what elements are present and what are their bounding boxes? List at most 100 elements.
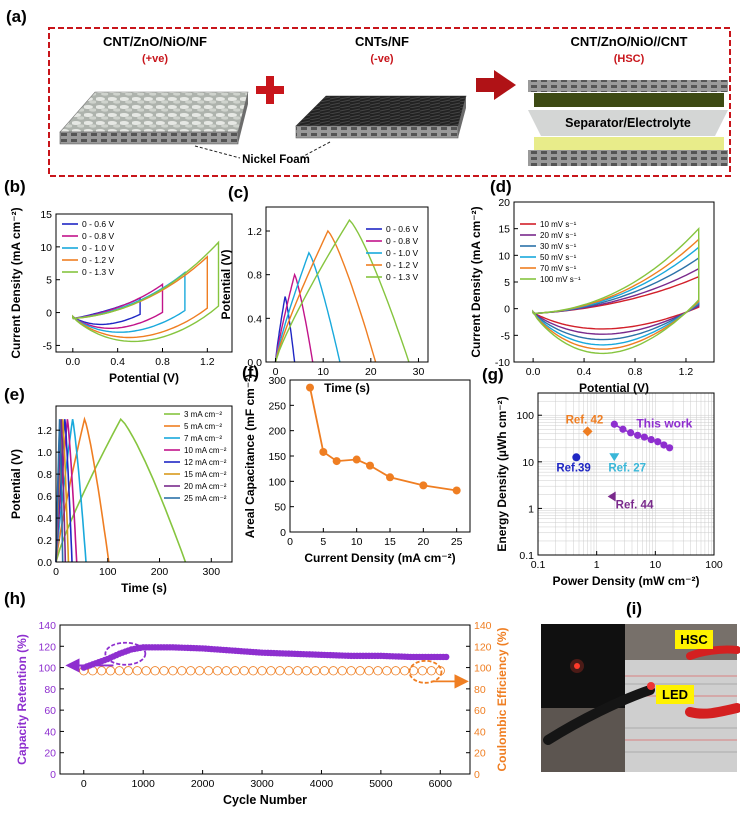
legend-entry: 0 - 1.3 V: [386, 272, 418, 282]
y-tick-label: 15: [40, 209, 52, 221]
y-tick-label: 100: [38, 663, 56, 675]
capacitance-point: [366, 461, 374, 470]
retention-highlight: [104, 641, 147, 666]
efficiency-point: [301, 666, 312, 676]
efficiency-point: [159, 666, 169, 676]
x-tick-label: 10: [317, 366, 329, 378]
efficiency-point: [168, 666, 178, 676]
panel-label: (g): [482, 365, 504, 384]
x-tick-label: 10: [351, 536, 363, 548]
this-work-point: [660, 441, 668, 449]
panel-label: (e): [4, 385, 25, 404]
legend-entry: 7 mA cm⁻²: [184, 434, 222, 443]
y-axis-title: Areal Capacitance (mF cm⁻²): [243, 374, 257, 538]
y-tick-label: 1: [528, 503, 534, 515]
y2-axis-title: Coulombic Efficiency (%): [495, 627, 509, 771]
ref-point: [572, 453, 581, 462]
legend-entry: 50 mV s⁻¹: [540, 253, 577, 262]
panel-label: (d): [490, 177, 512, 196]
efficiency-point: [293, 666, 303, 676]
x-tick-label: 0: [287, 536, 293, 548]
capacitance-point: [306, 383, 314, 392]
legend-entry: 20 mA cm⁻²: [184, 482, 227, 491]
y2-tick-label: 80: [474, 684, 486, 696]
legend-entry: 0 - 1.2 V: [386, 260, 418, 270]
x-axis-title: Current Density (mA cm⁻²): [304, 551, 455, 565]
efficiency-point: [177, 666, 187, 676]
y-tick-label: 80: [44, 684, 56, 696]
negative-electrode-title: CNTs/NF: [355, 34, 409, 49]
plot-frame: [59, 624, 471, 775]
ref-point: [607, 491, 616, 502]
nickel-foam-label: Nickel Foam: [242, 154, 310, 166]
cycling-stability-chart: 0 1000 2000 3000 4000 5000 6000 0 0 20 20 40 40 60 60 8…: [4, 589, 509, 807]
x-tick-label: 100: [705, 559, 723, 571]
this-work-point: [665, 444, 674, 452]
x-tick-label: 0.0: [66, 356, 81, 368]
y-tick-label: 0.6: [37, 491, 52, 503]
plot-frame: [265, 206, 429, 363]
positive-electrode-sign: (+ve): [142, 53, 168, 65]
y-tick-label: -5: [43, 340, 52, 352]
efficiency-point: [203, 666, 214, 676]
y-tick-label: 120: [38, 641, 56, 653]
y-tick-label: 0.0: [37, 557, 52, 569]
y-tick-label: 0: [280, 527, 286, 539]
cv-curve: [532, 267, 700, 335]
cv-curve: [72, 282, 164, 329]
this-work-point: [640, 433, 648, 441]
y-axis-title: Current Density (mA cm⁻²): [9, 207, 23, 358]
y-tick-label: 100: [516, 410, 534, 422]
y-tick-label: -5: [501, 330, 510, 342]
cv-curve: [72, 271, 186, 333]
y-tick-label: 140: [38, 620, 56, 632]
y-tick-label: 0: [504, 304, 510, 316]
x-tick-label: 5: [320, 536, 326, 548]
capacitance-point: [419, 481, 428, 490]
x-tick-label: 0: [53, 566, 59, 578]
y-axis-title: Potential (V): [9, 449, 23, 519]
capacitance-point: [452, 486, 461, 495]
efficiency-point: [123, 666, 133, 676]
legend-entry: 70 mV s⁻¹: [540, 264, 577, 273]
hsc-device-title: CNT/ZnO/NiO//CNT: [571, 34, 688, 49]
x-tick-label: 4000: [310, 778, 334, 790]
y-axis-title: Potential (V): [219, 249, 233, 319]
efficiency-point: [391, 666, 401, 676]
y-axis-title: Current Density (mA cm⁻²): [469, 206, 483, 357]
y-tick-label: 0: [46, 308, 52, 320]
this-work-point: [654, 438, 662, 446]
efficiency-point: [257, 666, 267, 676]
ref-point: [609, 453, 620, 462]
legend-entry: 15 mA cm⁻²: [184, 470, 227, 479]
legend-entry: 25 mA cm⁻²: [184, 494, 227, 503]
negative-electrode-sign: (-ve): [370, 53, 394, 65]
gcd-curve: [55, 417, 187, 563]
y-tick-label: 50: [274, 502, 286, 514]
right-arrow-icon: [476, 70, 516, 100]
panel-label: (b): [4, 177, 26, 196]
x-tick-label: 0.8: [628, 366, 643, 378]
cv-curve: [72, 296, 141, 326]
plot-frame: [55, 213, 233, 353]
y2-tick-label: 20: [474, 748, 486, 760]
y-tick-label: 150: [268, 451, 286, 463]
efficiency-point: [212, 666, 223, 676]
panel-label-a: (a): [6, 7, 27, 26]
y2-tick-label: 0: [474, 769, 480, 781]
x-axis-title: Cycle Number: [223, 793, 307, 807]
legend-entry: 100 mV s⁻¹: [540, 275, 581, 284]
cv-curve: [72, 240, 220, 343]
positive-electrode-illustration: [59, 91, 249, 145]
schematic-frame: [48, 27, 731, 177]
positive-electrode-title: CNT/ZnO/NiO/NF: [103, 34, 207, 49]
efficiency-point: [96, 666, 107, 676]
efficiency-point: [337, 666, 347, 676]
x-tick-label: 5000: [369, 778, 393, 790]
this-work-point: [619, 425, 627, 433]
y-tick-label: 10: [522, 457, 534, 469]
efficiency-point: [328, 666, 338, 676]
this-work-point: [627, 429, 635, 437]
y-tick-label: 1.0: [37, 447, 52, 459]
